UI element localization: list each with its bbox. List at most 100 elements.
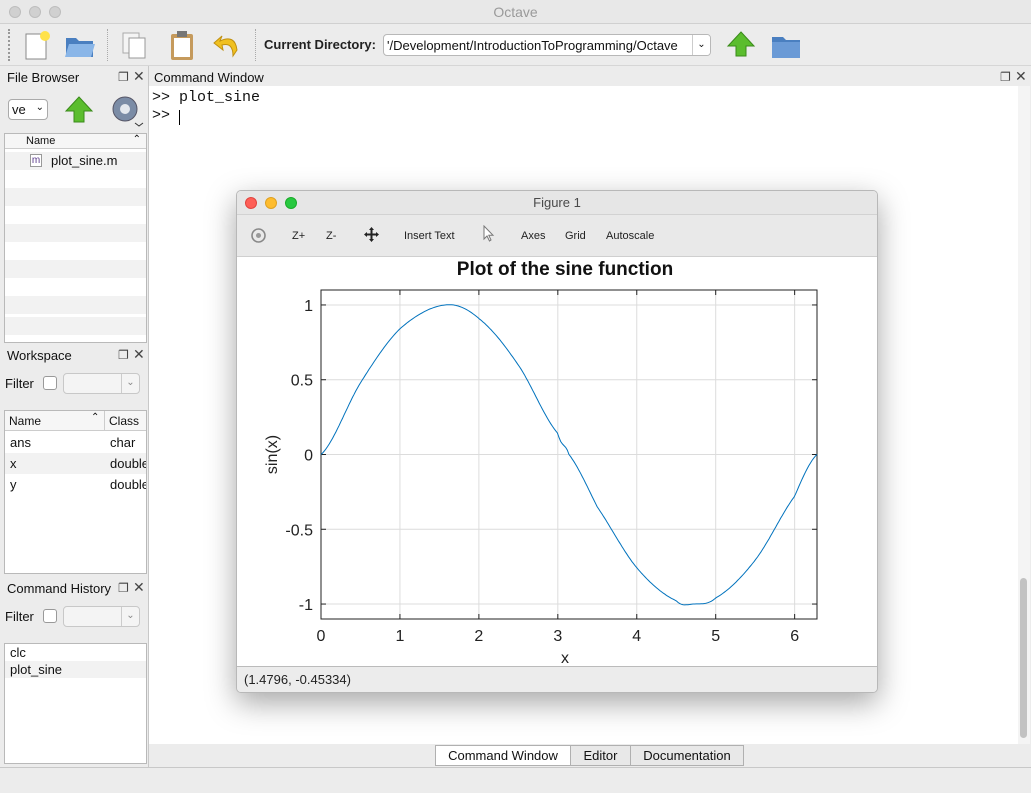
x-tick-label: 0: [317, 628, 326, 645]
y-tick-label: 0: [304, 448, 313, 465]
new-script-button[interactable]: [20, 28, 54, 62]
history-command: clc: [10, 645, 26, 660]
file-browser-title: File Browser: [7, 70, 80, 85]
autoscale-button[interactable]: Autoscale: [606, 230, 655, 242]
undo-icon: [213, 35, 238, 58]
folder-icon: [772, 37, 800, 58]
table-row[interactable]: y double: [5, 474, 146, 495]
figure-title: Figure 1: [533, 195, 581, 210]
x-axis-label: x: [561, 650, 569, 666]
tab-label: Documentation: [643, 748, 731, 763]
chevron-down-icon[interactable]: ⌄: [692, 35, 710, 55]
minimize-window-button[interactable]: [29, 6, 41, 18]
variable-name: y: [10, 477, 17, 492]
axes-button[interactable]: Axes: [521, 230, 546, 242]
close-icon[interactable]: ✕: [133, 346, 145, 362]
figure-canvas[interactable]: 0 1 2 3 4 5 6 -1 -0.5 0 0.5 1 Plot of the sine funct…: [237, 257, 877, 667]
file-name: plot_sine.m: [51, 153, 118, 168]
tab-label: Command Window: [448, 748, 558, 763]
folder-open-icon: [65, 38, 95, 57]
close-icon[interactable]: ✕: [133, 68, 145, 84]
figure-close-button[interactable]: [245, 197, 257, 209]
figure-toolbar: Z+ Z- Insert Text Axes Grid Autoscale: [237, 215, 877, 257]
file-browser-settings-button[interactable]: [108, 93, 144, 129]
history-filter-combo[interactable]: ⌄: [63, 606, 140, 627]
y-tick-label: -1: [299, 597, 313, 614]
workspace-title: Workspace: [7, 348, 72, 363]
x-tick-label: 6: [790, 628, 799, 645]
undock-icon[interactable]: ❐: [118, 348, 129, 362]
file-list-header[interactable]: Name ⌃: [5, 134, 146, 149]
name-column-header: Name: [26, 135, 56, 147]
tab-editor[interactable]: Editor: [570, 745, 631, 766]
figure-zoom-button[interactable]: [285, 197, 297, 209]
parent-directory-button[interactable]: [724, 28, 758, 62]
name-column-header[interactable]: Name: [9, 414, 42, 428]
figure-minimize-button[interactable]: [265, 197, 277, 209]
clipboard-icon: [171, 31, 193, 60]
pointer-icon: [483, 224, 495, 242]
copy-icon: [122, 32, 146, 59]
variable-name: x: [10, 456, 17, 471]
pan-button[interactable]: [363, 226, 380, 243]
chevron-down-icon: ⌄: [35, 102, 44, 113]
history-filter-checkbox[interactable]: [43, 609, 57, 623]
tab-documentation[interactable]: Documentation: [630, 745, 744, 766]
console-prompt: >>: [152, 107, 180, 124]
sine-plot[interactable]: 0 1 2 3 4 5 6 -1 -0.5 0 0.5 1 Plot of the sine funct…: [237, 257, 877, 667]
x-tick-label: 5: [711, 628, 720, 645]
list-item[interactable]: clc: [5, 644, 146, 661]
select-button[interactable]: [482, 224, 496, 243]
undock-icon[interactable]: ❐: [1000, 70, 1011, 84]
close-icon[interactable]: ✕: [133, 579, 145, 595]
file-browser-up-button[interactable]: [63, 94, 95, 126]
list-item[interactable]: plot_sine: [5, 661, 146, 678]
x-tick-label: 1: [395, 628, 404, 645]
up-arrow-icon: [726, 31, 756, 57]
x-tick-label: 2: [474, 628, 483, 645]
gear-icon: [112, 96, 144, 127]
text-cursor: [179, 110, 180, 125]
console-line: >> plot_sine: [152, 89, 261, 106]
workspace-table: Name ⌃ Class: [4, 410, 147, 574]
toolbar-grip[interactable]: [8, 29, 14, 61]
paste-button[interactable]: [166, 28, 200, 62]
undock-icon[interactable]: ❐: [118, 70, 129, 84]
current-directory-label: Current Directory:: [264, 37, 376, 52]
class-column-header[interactable]: Class: [109, 414, 140, 428]
undo-button[interactable]: [211, 28, 245, 62]
grid-button[interactable]: Grid: [565, 230, 586, 242]
scrollbar-thumb[interactable]: [1020, 578, 1027, 738]
zoom-in-button[interactable]: Z+: [292, 230, 306, 242]
y-tick-label: 1: [304, 298, 313, 315]
variable-class: double: [110, 477, 146, 492]
close-window-button[interactable]: [9, 6, 21, 18]
workspace-filter-label: Filter: [5, 376, 34, 391]
x-tick-label: 4: [632, 628, 641, 645]
y-tick-label: -0.5: [285, 522, 313, 539]
file-browser-dir-combo[interactable]: ve ⌄: [8, 99, 48, 120]
open-file-button[interactable]: [63, 28, 97, 62]
close-icon[interactable]: ✕: [1015, 68, 1027, 84]
tab-command-window[interactable]: Command Window: [435, 745, 571, 766]
workspace-filter-checkbox[interactable]: [43, 376, 57, 390]
rotate-button[interactable]: [250, 227, 267, 244]
undock-icon[interactable]: ❐: [118, 581, 129, 595]
insert-text-button[interactable]: Insert Text: [404, 230, 455, 242]
chevron-down-icon: ⌄: [121, 374, 139, 393]
copy-button[interactable]: [118, 28, 152, 62]
browse-directory-button[interactable]: [769, 28, 803, 62]
file-row[interactable]: m plot_sine.m: [5, 152, 146, 170]
table-row[interactable]: ans char: [5, 432, 146, 453]
zoom-window-button[interactable]: [49, 6, 61, 18]
workspace-filter-combo[interactable]: ⌄: [63, 373, 140, 394]
console-scrollbar[interactable]: [1018, 86, 1030, 744]
table-row[interactable]: x double: [5, 453, 146, 474]
command-window-title: Command Window: [154, 70, 264, 85]
workspace-table-header: Name ⌃ Class: [5, 411, 146, 431]
history-filter-label: Filter: [5, 609, 34, 624]
up-arrow-icon: [64, 96, 94, 123]
zoom-out-button[interactable]: Z-: [326, 230, 337, 242]
dir-combo-value: ve: [12, 102, 26, 117]
current-directory-combo[interactable]: '/Development/IntroductionToProgramming/…: [383, 34, 711, 56]
